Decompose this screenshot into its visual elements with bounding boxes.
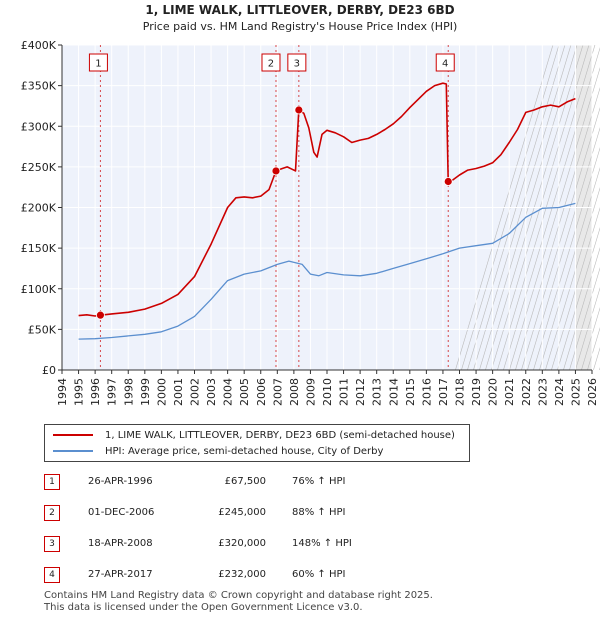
x-tick-label: 2018 xyxy=(454,378,467,406)
sale-price: £320,000 xyxy=(218,538,266,549)
table-row: 1 26-APR-1996 £67,500 76% ↑ HPI xyxy=(44,474,444,505)
hatch-line xyxy=(557,227,600,371)
x-tick-label: 1996 xyxy=(89,378,102,406)
chart-subtitle: Price paid vs. HM Land Registry's House … xyxy=(143,20,458,33)
x-tick-label: 2020 xyxy=(487,378,500,406)
x-tick-label: 1994 xyxy=(56,378,69,406)
price-chart: 1 2 3 4 £0 £50K £100K £150K £200K £250K £300K £350… xyxy=(21,3,600,406)
chart-title: 1, LIME WALK, LITTLEOVER, DERBY, DE23 6B… xyxy=(145,3,454,17)
x-tick-label: 2007 xyxy=(271,378,284,406)
sale-number-badge: 3 xyxy=(44,536,60,552)
legend-red-line xyxy=(53,434,93,436)
x-tick-label: 1997 xyxy=(106,378,119,406)
y-tick-label: £100K xyxy=(21,283,57,296)
table-row: 3 18-APR-2008 £320,000 148% ↑ HPI xyxy=(44,536,444,567)
y-tick-label: £250K xyxy=(21,161,57,174)
sale-point xyxy=(271,166,281,176)
x-tick-label: 2000 xyxy=(155,378,168,406)
hpi-line xyxy=(78,202,576,340)
x-tick-label: 2012 xyxy=(354,378,367,406)
sale-point xyxy=(294,105,304,115)
y-tick-label: £400K xyxy=(21,39,57,52)
property-price-line xyxy=(78,82,576,317)
x-tick-label: 1995 xyxy=(73,378,86,406)
sale-date: 18-APR-2008 xyxy=(88,538,153,549)
y-tick-label: £350K xyxy=(21,80,57,93)
x-tick-label: 2015 xyxy=(404,378,417,406)
sale-date: 26-APR-1996 xyxy=(88,476,153,487)
legend-blue-line xyxy=(53,450,93,452)
x-tick-label: 2003 xyxy=(205,378,218,406)
y-tick-label: £50K xyxy=(28,323,57,336)
x-tick-label: 2017 xyxy=(437,378,450,406)
x-tick-label: 2009 xyxy=(304,378,317,406)
y-tick-label: £200K xyxy=(21,202,57,215)
hatch-line xyxy=(581,307,600,371)
footer: Contains HM Land Registry data © Crown c… xyxy=(44,590,433,614)
x-tick-label: 2016 xyxy=(420,378,433,406)
sale-price: £67,500 xyxy=(224,476,266,487)
sale-price: £245,000 xyxy=(218,507,266,518)
sale-date: 01-DEC-2006 xyxy=(88,507,155,518)
sale-hpi: 88% ↑ HPI xyxy=(292,507,346,518)
legend-item-hpi: HPI: Average price, semi-detached house,… xyxy=(53,444,383,458)
footer-copyright: Contains HM Land Registry data © Crown c… xyxy=(44,590,433,601)
x-tick-label: 2021 xyxy=(503,378,516,406)
sale-number-badge: 1 xyxy=(44,474,60,490)
x-tick-label: 2004 xyxy=(222,378,235,406)
table-row: 4 27-APR-2017 £232,000 60% ↑ HPI xyxy=(44,567,444,598)
sale-label-number: 4 xyxy=(442,59,448,70)
x-tick-label: 2001 xyxy=(172,378,185,406)
legend-hpi-label: HPI: Average price, semi-detached house,… xyxy=(105,445,384,457)
sale-price: £232,000 xyxy=(218,569,266,580)
hatch-line xyxy=(563,247,600,371)
x-tick-label: 2005 xyxy=(238,378,251,406)
x-tick-label: 2023 xyxy=(536,378,549,406)
sale-hpi: 76% ↑ HPI xyxy=(292,476,346,487)
sale-point xyxy=(443,177,453,186)
legend-item-property: 1, LIME WALK, LITTLEOVER, DERBY, DE23 6B… xyxy=(53,428,455,442)
sale-label-box xyxy=(88,53,108,72)
sale-label-box xyxy=(261,53,281,72)
x-tick-label: 2025 xyxy=(569,378,582,406)
table-row: 2 01-DEC-2006 £245,000 88% ↑ HPI xyxy=(44,505,444,536)
x-tick-label: 2008 xyxy=(288,378,301,406)
x-tick-label: 2010 xyxy=(321,378,334,406)
sale-label-number: 3 xyxy=(294,59,300,70)
x-tick-label: 1998 xyxy=(122,378,135,406)
x-tick-label: 2022 xyxy=(520,378,533,406)
sale-label-box xyxy=(435,53,455,72)
x-tick-label: 2019 xyxy=(470,378,483,406)
sale-point xyxy=(96,310,105,320)
legend-property-label: 1, LIME WALK, LITTLEOVER, DERBY, DE23 6B… xyxy=(105,429,455,441)
sale-number-badge: 4 xyxy=(44,567,60,583)
hatch-line xyxy=(545,187,600,371)
hatch-line xyxy=(551,207,600,371)
x-tick-label: 2002 xyxy=(189,378,202,406)
y-tick-label: £150K xyxy=(21,242,57,255)
hatch-line xyxy=(569,267,600,371)
sale-number-badge: 2 xyxy=(44,505,60,521)
legend: 1, LIME WALK, LITTLEOVER, DERBY, DE23 6B… xyxy=(44,424,470,462)
footer-licence: This data is licensed under the Open Gov… xyxy=(44,602,363,613)
sale-hpi: 148% ↑ HPI xyxy=(292,538,352,549)
sale-hpi: 60% ↑ HPI xyxy=(292,569,346,580)
x-tick-label: 2013 xyxy=(371,378,384,406)
y-tick-label: £0 xyxy=(42,364,56,377)
x-tick-label: 2026 xyxy=(586,378,599,406)
x-tick-label: 2024 xyxy=(553,378,566,406)
x-tick-label: 2014 xyxy=(387,378,400,406)
sale-label-number: 2 xyxy=(268,59,274,70)
x-tick-label: 1999 xyxy=(139,378,152,406)
y-tick-label: £300K xyxy=(21,120,57,133)
x-tick-label: 2011 xyxy=(338,378,351,406)
sale-label-number: 1 xyxy=(95,59,101,70)
transactions-table: 1 26-APR-1996 £67,500 76% ↑ HPI 2 01-DEC… xyxy=(44,474,444,598)
sale-date: 27-APR-2017 xyxy=(88,569,153,580)
x-tick-label: 2006 xyxy=(255,378,268,406)
sale-label-box xyxy=(287,53,307,72)
